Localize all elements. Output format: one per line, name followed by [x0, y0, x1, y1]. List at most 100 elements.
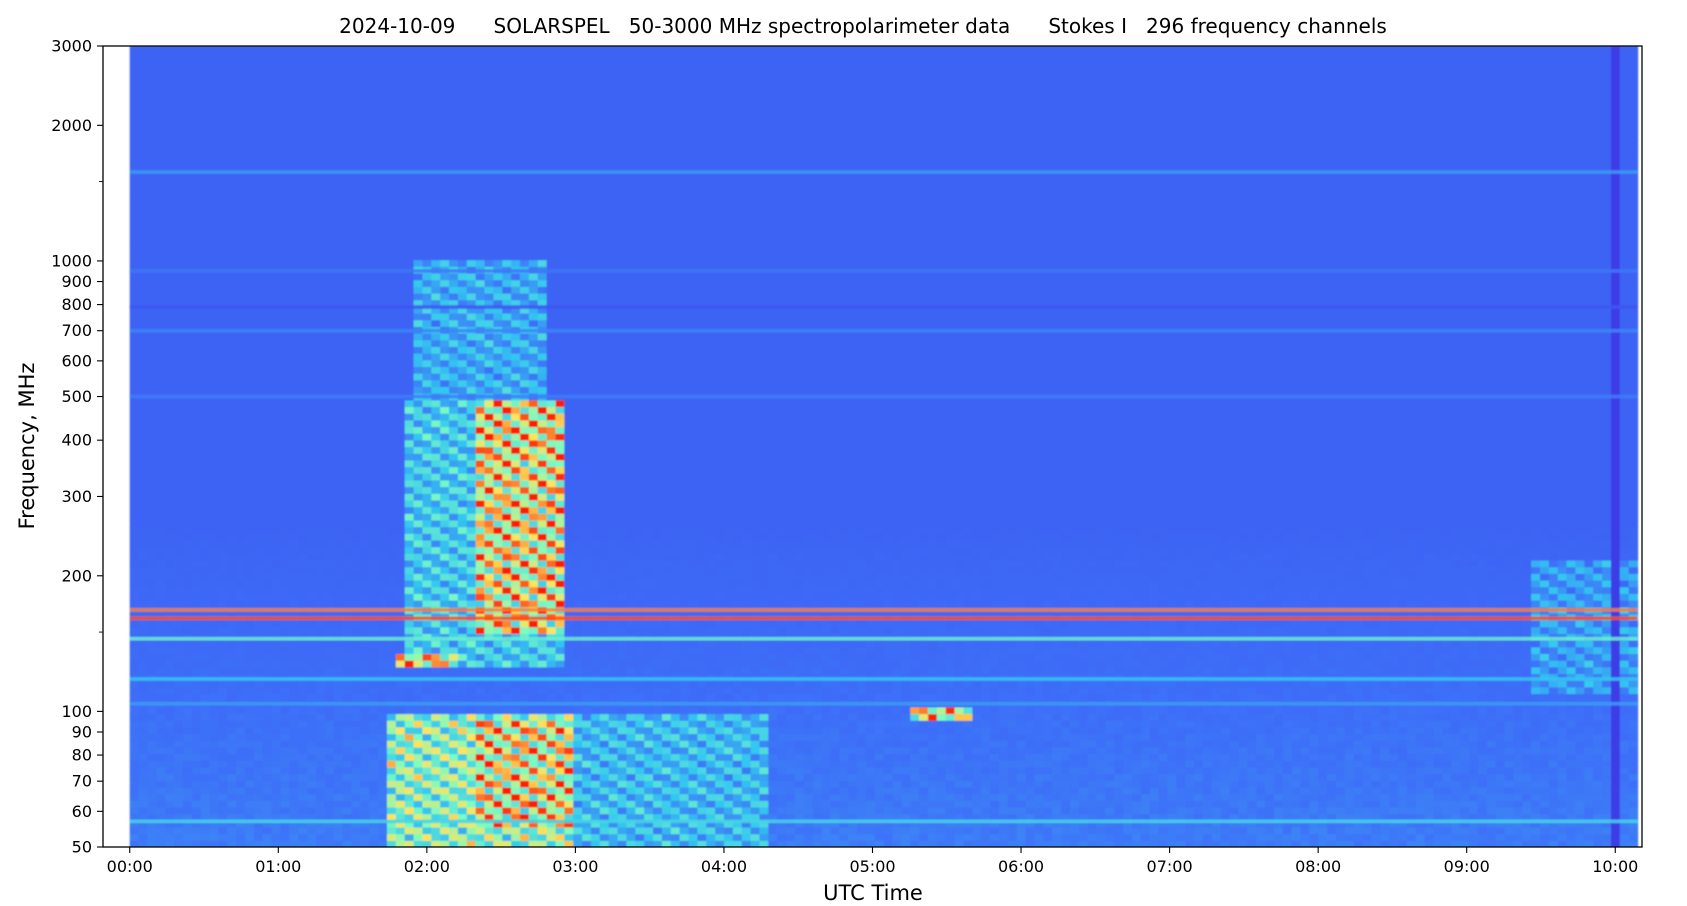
heatmap-cell	[653, 833, 663, 841]
heatmap-cell	[1424, 733, 1435, 741]
heatmap-cell	[1194, 726, 1204, 735]
heatmap-cell	[351, 660, 361, 668]
heatmap-cell	[1504, 773, 1514, 781]
heatmap-cell	[927, 693, 938, 701]
heatmap-cell	[404, 680, 415, 688]
heatmap-cell	[511, 746, 521, 755]
heatmap-cell	[245, 693, 255, 701]
heatmap-cell	[626, 646, 636, 655]
heatmap-cell	[324, 706, 335, 715]
heatmap-cell	[218, 680, 228, 688]
heatmap-cell	[1309, 793, 1319, 801]
heatmap-cell	[1628, 786, 1639, 795]
heatmap-cell	[422, 826, 432, 835]
heatmap-cell	[1593, 773, 1603, 781]
heatmap-cell	[1069, 786, 1080, 795]
heatmap-cell	[138, 706, 149, 715]
heatmap-cell	[138, 773, 149, 781]
heatmap-cell	[848, 686, 858, 695]
heatmap-cell	[1087, 753, 1098, 761]
heatmap-cell	[1477, 653, 1488, 661]
heatmap-cell	[688, 820, 698, 828]
heatmap-cell	[333, 813, 344, 821]
heatmap-cell	[280, 713, 290, 721]
heatmap-cell	[883, 793, 894, 801]
heatmap-cell	[1114, 746, 1124, 755]
heatmap-cell	[484, 786, 494, 795]
heatmap-cell	[519, 646, 530, 655]
heatmap-cell	[280, 646, 290, 655]
heatmap-cell	[1220, 713, 1231, 721]
heatmap-cell	[1593, 660, 1603, 668]
heatmap-cell	[307, 820, 317, 828]
heatmap-cell	[1513, 826, 1523, 835]
heatmap-cell	[271, 833, 282, 841]
heatmap-cell	[457, 793, 468, 801]
heatmap-cell	[386, 733, 397, 741]
heatmap-cell	[715, 740, 725, 748]
heatmap-cell	[342, 673, 353, 681]
heatmap-cell	[1061, 826, 1071, 835]
heatmap-cell	[1123, 760, 1133, 768]
heatmap-cell	[307, 806, 317, 815]
heatmap-cell	[750, 680, 761, 688]
heatmap-cell	[919, 793, 929, 801]
heatmap-cell	[679, 820, 690, 828]
heatmap-cell	[564, 666, 574, 675]
heatmap-cell	[546, 806, 557, 815]
heatmap-cell	[457, 773, 468, 781]
heatmap-cell	[582, 793, 592, 801]
heatmap-cell	[1557, 740, 1568, 748]
heatmap-cell	[741, 733, 752, 741]
heatmap-cell	[1584, 813, 1594, 821]
heatmap-cell	[324, 840, 335, 847]
heatmap-cell	[1087, 766, 1098, 775]
heatmap-cell	[404, 773, 415, 781]
heatmap-cell	[1114, 686, 1124, 695]
heatmap-cell	[1247, 826, 1257, 835]
heatmap-cell	[1007, 753, 1018, 761]
heatmap-cell	[1353, 786, 1364, 795]
heatmap-cell	[697, 773, 707, 781]
heatmap-cell	[307, 713, 317, 721]
heatmap-cell	[555, 693, 565, 701]
heatmap-cell	[1477, 813, 1488, 821]
heatmap-cell	[1513, 780, 1523, 788]
heatmap-cell	[1353, 713, 1364, 721]
heatmap-cell	[1176, 680, 1186, 688]
heatmap-cell	[1131, 840, 1142, 847]
heatmap-cell	[1442, 820, 1452, 828]
heatmap-cell	[1300, 720, 1310, 728]
heatmap-cell	[661, 826, 672, 835]
heatmap-cell	[1602, 820, 1612, 828]
heatmap-cell	[1238, 793, 1248, 801]
heatmap-cell	[857, 680, 867, 688]
heatmap-cell	[431, 746, 441, 755]
heatmap-cell	[519, 833, 530, 841]
heatmap-cell	[972, 760, 982, 768]
heatmap-cell	[1273, 680, 1284, 688]
heatmap-cell	[129, 720, 140, 728]
heatmap-cell	[351, 786, 361, 795]
heatmap-cell	[901, 786, 911, 795]
heatmap-cell	[901, 726, 911, 735]
heatmap-cell	[1495, 793, 1506, 801]
heatmap-cell	[422, 720, 432, 728]
heatmap-cell	[386, 813, 397, 821]
heatmap-cell	[582, 760, 592, 768]
heatmap-cell	[1442, 713, 1452, 721]
heatmap-cell	[1371, 813, 1381, 821]
heatmap-cell	[386, 793, 397, 801]
heatmap-cell	[440, 686, 450, 695]
heatmap-cell	[1229, 713, 1240, 721]
heatmap-cell	[1460, 680, 1470, 688]
heatmap-cell	[1504, 760, 1514, 768]
heatmap-cell	[1069, 686, 1080, 695]
heatmap-cell	[1087, 820, 1098, 828]
heatmap-cell	[1256, 760, 1266, 768]
heatmap-cell	[1477, 680, 1488, 688]
heatmap-cell	[1460, 806, 1470, 815]
heatmap-cell	[466, 673, 477, 681]
heatmap-cell	[883, 780, 894, 788]
heatmap-cell	[1460, 766, 1470, 775]
